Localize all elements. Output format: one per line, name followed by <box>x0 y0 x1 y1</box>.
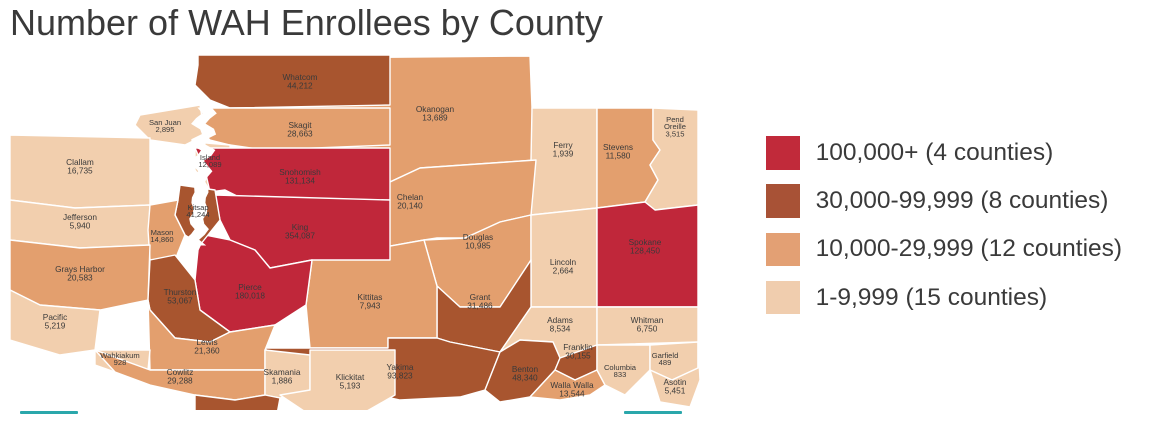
svg-text:14,860: 14,860 <box>150 235 173 244</box>
svg-text:53,067: 53,067 <box>167 296 193 306</box>
svg-text:180,018: 180,018 <box>235 291 265 301</box>
svg-text:489: 489 <box>659 358 672 367</box>
svg-text:2,895: 2,895 <box>155 125 174 134</box>
svg-text:131,134: 131,134 <box>285 176 315 186</box>
svg-text:928: 928 <box>114 358 127 367</box>
svg-text:354,087: 354,087 <box>285 231 315 241</box>
svg-text:10,985: 10,985 <box>465 241 491 251</box>
svg-text:5,193: 5,193 <box>340 381 361 391</box>
svg-text:833: 833 <box>614 370 627 379</box>
svg-text:5,451: 5,451 <box>665 386 686 396</box>
svg-text:2,664: 2,664 <box>553 266 574 276</box>
svg-text:31,486: 31,486 <box>467 301 493 311</box>
svg-text:11,580: 11,580 <box>606 151 631 161</box>
svg-text:6,750: 6,750 <box>637 324 658 334</box>
svg-text:7,943: 7,943 <box>360 301 381 311</box>
svg-text:29,288: 29,288 <box>167 376 193 386</box>
svg-text:20,583: 20,583 <box>67 273 93 283</box>
svg-text:30,155: 30,155 <box>565 351 591 361</box>
svg-text:5,219: 5,219 <box>45 321 66 331</box>
svg-text:41,244: 41,244 <box>186 210 209 219</box>
svg-text:5,940: 5,940 <box>70 221 91 231</box>
svg-text:1,886: 1,886 <box>272 376 293 386</box>
svg-text:8,534: 8,534 <box>550 324 571 334</box>
svg-text:13,544: 13,544 <box>559 389 585 399</box>
svg-text:3,515: 3,515 <box>665 129 684 138</box>
svg-text:21,360: 21,360 <box>194 346 220 356</box>
svg-text:1,939: 1,939 <box>553 149 574 159</box>
svg-text:13,689: 13,689 <box>422 113 448 123</box>
svg-text:128,450: 128,450 <box>630 246 660 256</box>
svg-text:20,140: 20,140 <box>397 201 423 211</box>
svg-text:12,089: 12,089 <box>198 160 221 169</box>
svg-text:28,663: 28,663 <box>287 129 313 139</box>
svg-text:93,823: 93,823 <box>387 371 413 381</box>
svg-text:44,212: 44,212 <box>287 81 313 91</box>
svg-text:48,340: 48,340 <box>512 373 538 383</box>
svg-text:16,735: 16,735 <box>67 166 93 176</box>
